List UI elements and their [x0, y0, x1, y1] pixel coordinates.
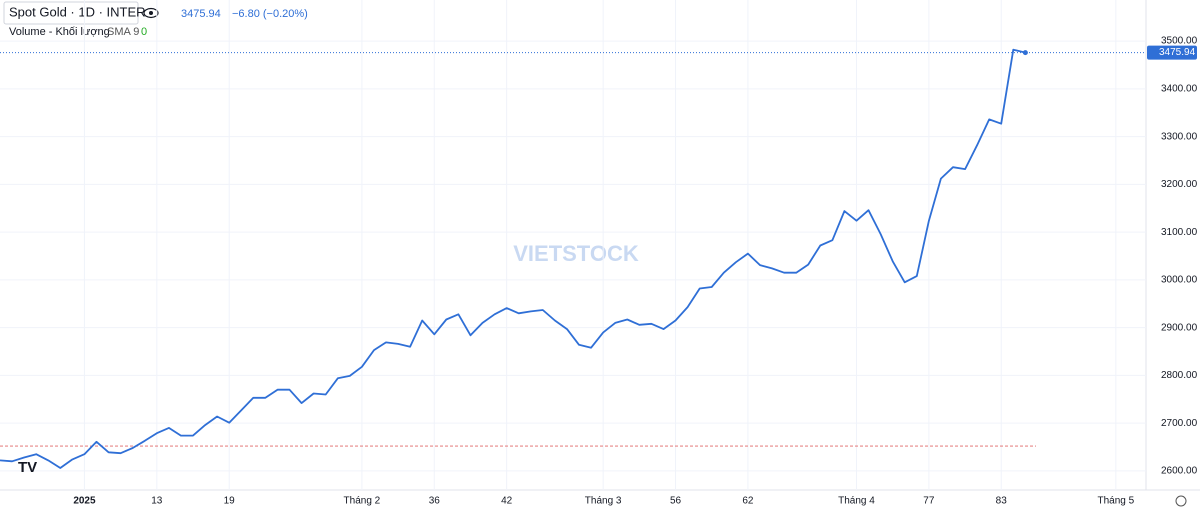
x-tick-label: Tháng 3	[585, 496, 622, 507]
y-tick-label: 3300.00	[1161, 131, 1198, 142]
sma-value: 0	[141, 26, 147, 38]
x-tick-label: 56	[670, 496, 682, 507]
title-box	[3, 1, 139, 25]
sma-label: SMA 9	[107, 26, 139, 38]
x-tick-label: 83	[996, 496, 1008, 507]
last-point	[1022, 50, 1028, 56]
x-tick-label: 62	[742, 496, 754, 507]
x-tick-label: 36	[429, 496, 441, 507]
y-tick-label: 3500.00	[1161, 36, 1198, 47]
x-tick-label: Tháng 4	[838, 496, 875, 507]
last-value-label: 3475.94	[1159, 47, 1196, 58]
volume-label: Volume - Khối lượng	[9, 26, 110, 38]
x-tick-label: 77	[923, 496, 935, 507]
y-tick-label: 3100.00	[1161, 227, 1198, 238]
watermark: VIETSTOCK	[513, 241, 639, 266]
y-tick-label: 3400.00	[1161, 83, 1198, 94]
chart-title: Spot Gold · 1D · INTER	[9, 4, 146, 19]
price-line	[0, 48, 1026, 469]
change: −6.80 (−0.20%)	[232, 8, 308, 20]
y-tick-label: 3000.00	[1161, 275, 1198, 286]
y-tick-label: 2700.00	[1161, 418, 1198, 429]
eye-icon[interactable]	[143, 7, 159, 19]
settings-icon[interactable]	[1175, 495, 1187, 507]
x-tick-label: Tháng 2	[344, 496, 381, 507]
price: 3475.94	[181, 8, 221, 20]
x-tick-label: 42	[501, 496, 513, 507]
logo: TV	[18, 459, 37, 476]
x-tick-label: 13	[151, 496, 163, 507]
y-tick-label: 2600.00	[1161, 466, 1198, 477]
x-tick-label: 19	[224, 496, 236, 507]
y-tick-label: 3200.00	[1161, 179, 1198, 190]
last-value-box	[1147, 45, 1197, 60]
y-tick-label: 2900.00	[1161, 322, 1198, 333]
y-tick-label: 2800.00	[1161, 370, 1198, 381]
x-tick-label: 2025	[73, 496, 96, 507]
x-tick-label: Tháng 5	[1097, 496, 1134, 507]
